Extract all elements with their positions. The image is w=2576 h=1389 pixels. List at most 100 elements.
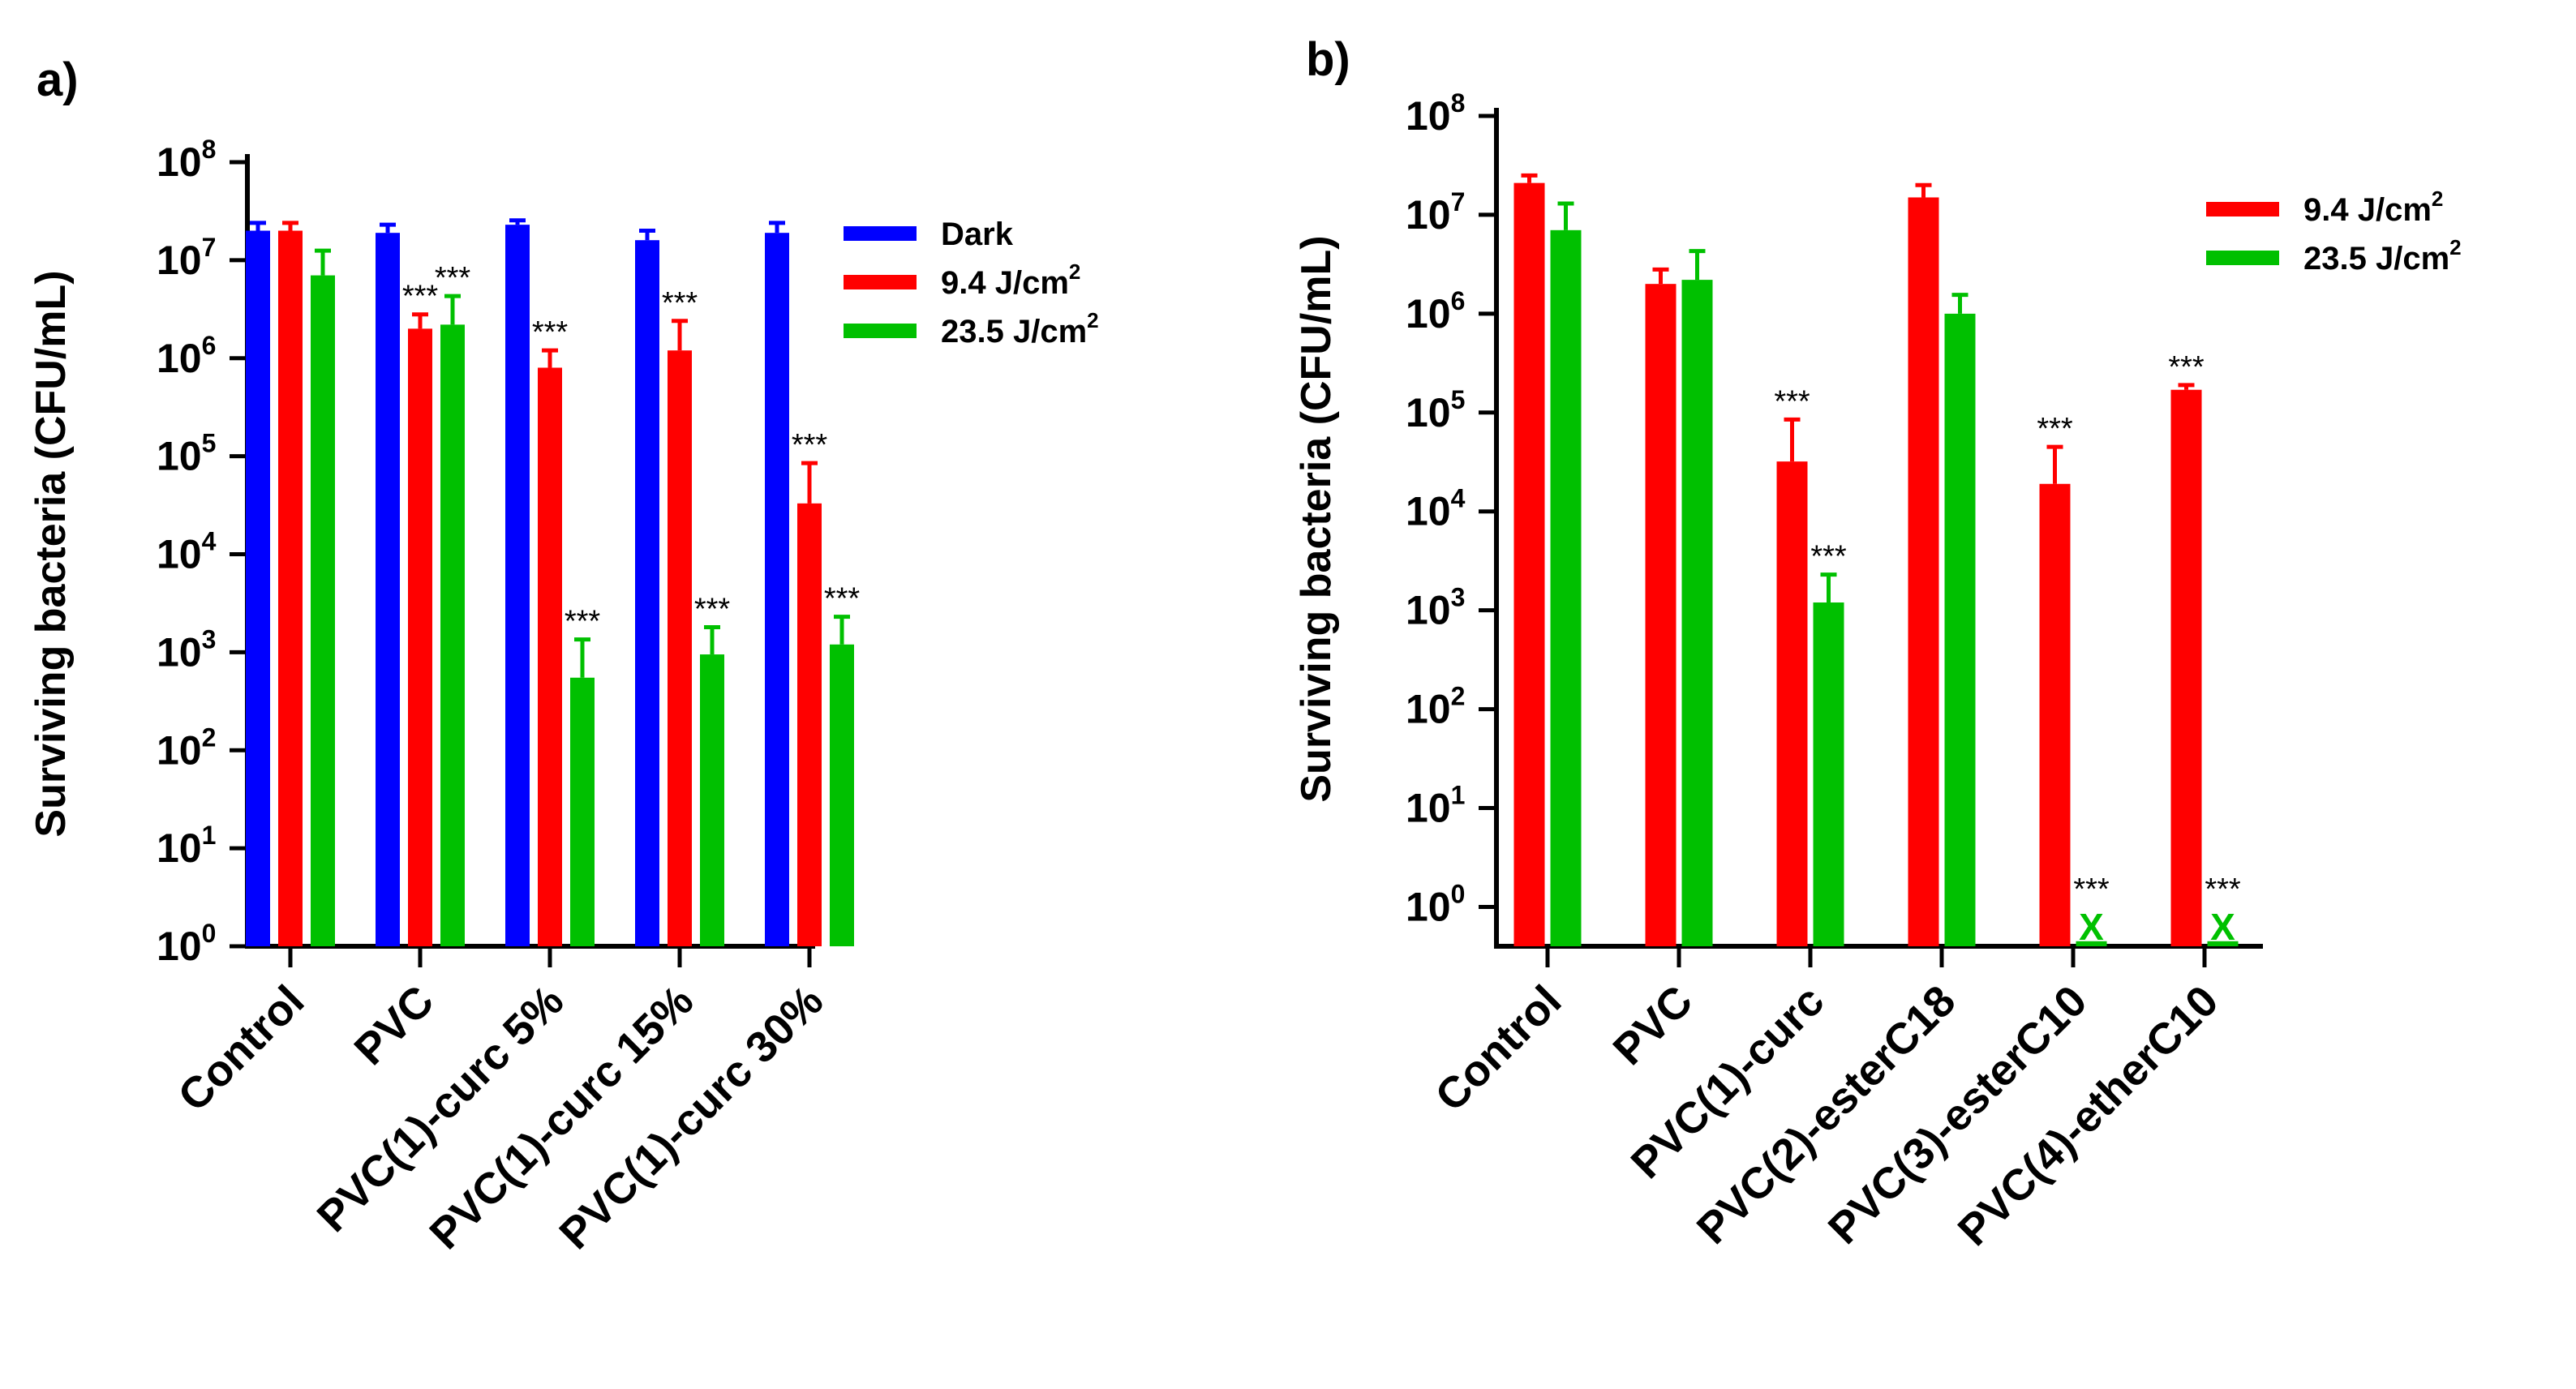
bar <box>1813 602 1844 946</box>
y-tick-base: 10 <box>1406 192 1451 238</box>
bar <box>570 677 595 946</box>
x-category-label: Control <box>169 976 313 1121</box>
y-tick-base: 10 <box>1406 291 1451 337</box>
y-tick-label: 106 <box>157 331 216 381</box>
bar <box>440 324 465 947</box>
y-tick-label: 108 <box>157 135 216 185</box>
bar <box>765 233 789 946</box>
legend-label-main: 23.5 J/cm <box>2303 241 2449 277</box>
bar <box>2207 941 2239 946</box>
y-tick-base: 10 <box>157 336 202 381</box>
y-tick-label: 103 <box>157 624 216 675</box>
bar <box>2039 483 2071 946</box>
panel-a-chart: a)Surviving bacteria (CFU/mL)10010110210… <box>28 54 1099 1258</box>
significance-label: *** <box>792 428 828 462</box>
legend-label-main: 23.5 J/cm <box>941 314 1087 349</box>
y-tick-exponent: 3 <box>1451 583 1466 612</box>
y-tick-label: 104 <box>1406 484 1466 534</box>
bar <box>1681 280 1713 946</box>
legend-label-main: Dark <box>941 216 1014 252</box>
y-tick-label: 108 <box>1406 88 1465 139</box>
bar <box>505 225 530 947</box>
legend-label-superscript: 2 <box>2432 186 2443 211</box>
y-tick-exponent: 2 <box>1451 682 1466 711</box>
panel-label: a) <box>36 54 79 106</box>
y-tick-exponent: 0 <box>1451 879 1466 908</box>
bar <box>668 350 692 946</box>
y-tick-base: 10 <box>157 532 202 577</box>
no-growth-marker: X <box>2210 906 2235 948</box>
y-tick-exponent: 5 <box>202 429 217 458</box>
no-growth-marker: X <box>2079 906 2104 948</box>
significance-label: *** <box>402 280 439 314</box>
y-tick-label: 101 <box>1406 781 1465 831</box>
y-tick-label: 103 <box>1406 583 1465 633</box>
bar <box>1908 197 1939 947</box>
legend-swatch <box>2206 202 2279 216</box>
y-tick-base: 10 <box>157 727 202 773</box>
x-category-label: PVC(1)-curc 5% <box>308 976 573 1241</box>
y-tick-exponent: 1 <box>1451 781 1466 810</box>
legend-label: 9.4 J/cm2 <box>2303 186 2443 228</box>
significance-label: *** <box>2205 872 2241 907</box>
y-tick-label: 105 <box>1406 385 1465 435</box>
y-tick-base: 10 <box>1406 390 1451 435</box>
significance-label: *** <box>2037 412 2073 446</box>
significance-label: *** <box>2073 872 2110 907</box>
y-tick-exponent: 4 <box>202 527 217 556</box>
y-tick-exponent: 0 <box>202 919 217 948</box>
bar <box>408 328 432 946</box>
bar <box>2170 389 2202 946</box>
legend-label-main: 9.4 J/cm <box>2303 192 2432 228</box>
y-tick-base: 10 <box>157 434 202 479</box>
bar <box>830 644 854 946</box>
y-tick-base: 10 <box>157 238 202 283</box>
y-tick-base: 10 <box>1406 93 1451 139</box>
y-tick-exponent: 8 <box>202 135 217 164</box>
bar <box>2076 941 2107 946</box>
y-tick-exponent: 6 <box>1451 286 1466 315</box>
y-tick-base: 10 <box>1406 489 1451 534</box>
y-tick-base: 10 <box>1406 884 1451 929</box>
legend-swatch <box>2206 251 2279 265</box>
y-tick-base: 10 <box>157 139 202 185</box>
y-tick-label: 107 <box>1406 187 1465 238</box>
legend-swatch <box>844 275 917 289</box>
y-tick-label: 107 <box>157 233 216 283</box>
bar <box>1776 461 1808 946</box>
bar <box>538 367 562 946</box>
bar <box>635 240 659 946</box>
y-tick-exponent: 6 <box>202 331 217 360</box>
legend-label-superscript: 2 <box>1087 308 1098 332</box>
bar <box>1513 182 1545 946</box>
legend-label: 9.4 J/cm2 <box>941 259 1080 301</box>
bar <box>246 230 270 946</box>
bar <box>1550 229 1582 946</box>
y-tick-exponent: 3 <box>202 624 217 654</box>
y-tick-base: 10 <box>157 825 202 871</box>
legend-swatch <box>844 324 917 338</box>
legend-label: 23.5 J/cm2 <box>2303 235 2462 277</box>
significance-label: *** <box>565 605 601 639</box>
x-category-label: PVC <box>346 976 444 1074</box>
y-tick-base: 10 <box>1406 687 1451 732</box>
y-tick-label: 106 <box>1406 286 1465 337</box>
y-tick-base: 10 <box>1406 588 1451 633</box>
significance-label: *** <box>824 582 861 616</box>
y-tick-exponent: 4 <box>1451 484 1466 513</box>
bar <box>311 275 335 947</box>
y-tick-base: 10 <box>1406 786 1451 831</box>
y-tick-base: 10 <box>157 924 202 969</box>
bar <box>797 503 822 946</box>
y-tick-label: 101 <box>157 821 216 871</box>
legend-swatch <box>844 226 917 241</box>
significance-label: *** <box>2168 350 2205 384</box>
y-tick-base: 10 <box>157 629 202 675</box>
y-tick-label: 100 <box>1406 879 1465 929</box>
legend-label-superscript: 2 <box>1069 259 1080 284</box>
significance-label: *** <box>1810 540 1847 574</box>
y-tick-exponent: 5 <box>1451 385 1466 414</box>
x-category-label: Control <box>1426 976 1570 1121</box>
bar <box>1645 284 1677 946</box>
